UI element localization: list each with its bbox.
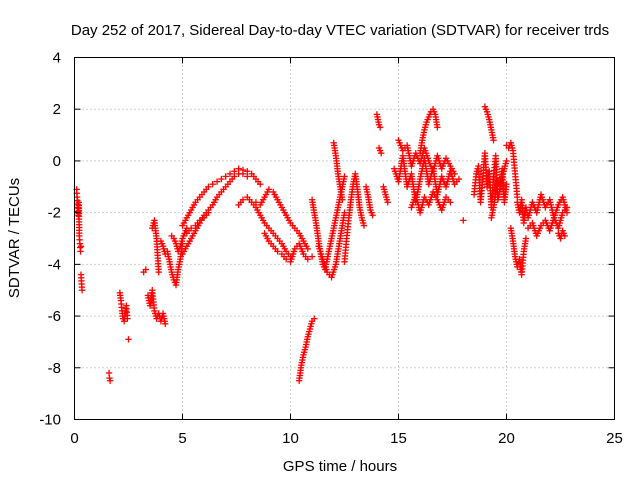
data-point (308, 253, 316, 260)
y-tick-label: 4 (53, 50, 61, 67)
data-point (239, 170, 247, 178)
chart-title: Day 252 of 2017, Sidereal Day-to-day VTE… (71, 22, 609, 39)
data-point (187, 224, 195, 232)
data-point (252, 199, 260, 206)
x-tick-label: 15 (390, 430, 407, 447)
data-point (503, 181, 510, 188)
x-tick-label: 5 (178, 430, 186, 447)
data-point (503, 157, 510, 165)
data-point (196, 217, 203, 224)
x-tick-label: 25 (606, 430, 623, 447)
axis-ticks (74, 57, 615, 420)
data-point (304, 245, 311, 253)
y-axis-label: SDTVAR / TECUs (6, 178, 23, 298)
data-point (155, 268, 162, 276)
data-point (205, 209, 212, 216)
data-point (142, 266, 149, 273)
data-point (222, 173, 229, 180)
data-point (239, 196, 247, 203)
y-tick-label: 0 (53, 153, 61, 170)
data-point (124, 315, 131, 322)
y-tick-label: -4 (48, 256, 61, 273)
x-axis-label: GPS time / hours (283, 458, 397, 475)
data-point (244, 173, 251, 180)
data-point (209, 181, 216, 188)
data-point (563, 204, 571, 211)
data-point (213, 178, 221, 185)
y-tick-label: -8 (48, 360, 61, 377)
data-point (125, 336, 132, 343)
data-point (77, 243, 85, 250)
data-point (460, 217, 467, 224)
y-tick-label: 2 (53, 101, 61, 118)
data-point (257, 181, 264, 188)
data-point (455, 175, 463, 183)
y-tick-label: -6 (48, 308, 61, 325)
x-tick-label: 10 (282, 430, 299, 447)
data-point (451, 170, 458, 178)
data-point (447, 199, 454, 206)
y-tick-label: -2 (48, 205, 61, 222)
data-point (274, 248, 281, 255)
data-point (384, 199, 391, 206)
data-point (218, 175, 225, 183)
x-tick-label: 20 (498, 430, 515, 447)
data-point (231, 173, 238, 180)
data-points (73, 103, 571, 384)
data-point (265, 186, 273, 193)
data-point (376, 124, 384, 131)
data-point (341, 173, 348, 180)
data-point (78, 287, 86, 294)
data-point (162, 320, 169, 328)
data-point (226, 170, 234, 178)
data-point (369, 212, 376, 219)
y-tick-label: -10 (39, 412, 61, 429)
data-point (205, 183, 212, 190)
data-point (360, 222, 368, 229)
data-point (339, 196, 346, 203)
data-point (490, 137, 497, 144)
y-tick-labels: -10 -8 -6 -4 -2 0 2 4 (39, 50, 61, 429)
data-point (522, 235, 530, 242)
data-point (304, 255, 311, 263)
data-point (434, 124, 441, 131)
data-point (106, 377, 114, 384)
plot-frame (74, 57, 615, 420)
data-point (311, 315, 318, 322)
x-tick-label: 0 (70, 430, 78, 447)
data-point (378, 149, 385, 157)
data-point (561, 232, 569, 240)
x-tick-labels: 0 5 10 15 20 25 (70, 430, 623, 447)
